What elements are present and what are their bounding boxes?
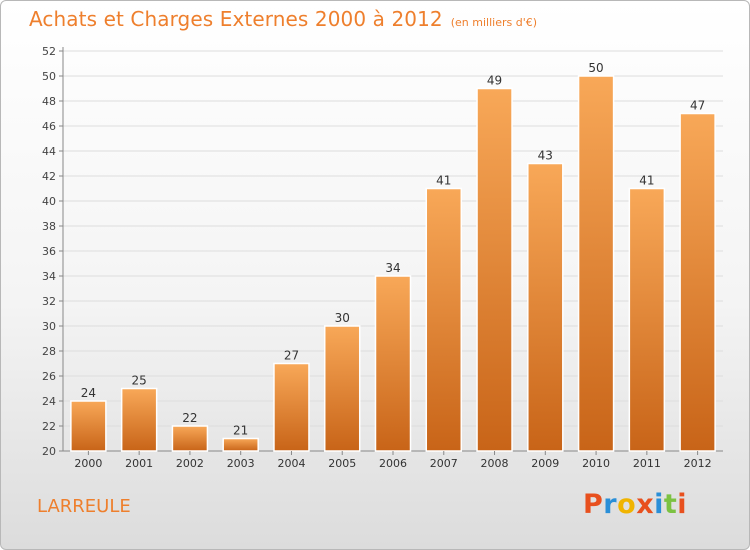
y-tick-label: 42 xyxy=(42,170,56,183)
bar-2004 xyxy=(273,362,310,452)
x-tick-label-2000: 2000 xyxy=(74,457,102,470)
chart-unit: (en milliers d'€) xyxy=(450,16,538,29)
data-label-2004: 27 xyxy=(284,349,299,363)
y-tick-label: 30 xyxy=(42,320,56,333)
bar-2005 xyxy=(323,325,361,452)
y-tick-label: 52 xyxy=(42,45,56,58)
x-tick-label-2008: 2008 xyxy=(481,457,509,470)
y-tick-label: 32 xyxy=(42,295,56,308)
logo-letter: r xyxy=(603,489,618,520)
bar-2012 xyxy=(679,112,716,452)
x-tick-label-2011: 2011 xyxy=(633,457,661,470)
bar-2007 xyxy=(425,187,463,452)
x-tick-label-2001: 2001 xyxy=(125,457,153,470)
data-label-2003: 21 xyxy=(233,424,248,438)
data-label-2005: 30 xyxy=(335,311,350,325)
y-tick-label: 24 xyxy=(42,395,56,408)
data-label-2011: 41 xyxy=(639,174,654,188)
data-label-2007: 41 xyxy=(436,174,451,188)
logo-letter: i xyxy=(677,489,688,520)
y-tick-label: 50 xyxy=(42,70,56,83)
bar-2000 xyxy=(70,400,107,452)
x-tick-label-2003: 2003 xyxy=(227,457,255,470)
data-label-2012: 47 xyxy=(690,99,705,113)
bar-2008 xyxy=(476,87,513,452)
y-tick-label: 46 xyxy=(42,120,56,133)
data-label-2001: 25 xyxy=(132,374,147,388)
x-tick-label-2012: 2012 xyxy=(684,457,712,470)
data-labels: 24 25 22 21 27 30 34 41 49 43 50 41 47 xyxy=(81,61,706,438)
bar-2003 xyxy=(222,437,259,452)
data-label-2009: 43 xyxy=(538,149,553,163)
chart-title: Achats et Charges Externes 2000 à 2012 xyxy=(29,7,443,31)
logo-letter: o xyxy=(617,489,637,520)
y-tick-label: 26 xyxy=(42,370,56,383)
bar-2002 xyxy=(171,425,209,452)
x-tick-label-2005: 2005 xyxy=(328,457,356,470)
logo-letter: P xyxy=(583,489,604,520)
y-tick-label: 48 xyxy=(42,95,56,108)
y-tick-label: 44 xyxy=(42,145,56,158)
data-label-2008: 49 xyxy=(487,74,502,88)
logo-letter: x xyxy=(636,489,655,520)
logo-letter: i xyxy=(654,489,664,520)
y-tick-label: 22 xyxy=(42,420,56,433)
bar-2009 xyxy=(527,162,564,452)
x-tick-label-2006: 2006 xyxy=(379,457,407,470)
data-label-2002: 22 xyxy=(182,411,197,425)
data-label-2000: 24 xyxy=(81,386,96,400)
x-tick-label-2007: 2007 xyxy=(430,457,458,470)
x-tick-label-2002: 2002 xyxy=(176,457,204,470)
x-tick-label-2004: 2004 xyxy=(277,457,305,470)
data-label-2010: 50 xyxy=(588,61,603,75)
y-tick-label: 40 xyxy=(42,195,56,208)
bar-2001 xyxy=(120,387,158,452)
bars xyxy=(70,75,716,452)
title-row: Achats et Charges Externes 2000 à 2012 (e… xyxy=(29,7,537,31)
y-tick-label: 36 xyxy=(42,245,56,258)
y-tick-label: 20 xyxy=(42,445,56,458)
x-tick-label-2009: 2009 xyxy=(531,457,559,470)
y-tick-label: 34 xyxy=(42,270,56,283)
x-tick-labels: 2000 2001 2002 2003 2004 2005 2006 2007 2008 2009… xyxy=(74,451,712,470)
x-tick-label-2010: 2010 xyxy=(582,457,610,470)
bar-2010 xyxy=(577,75,615,452)
bar-2011 xyxy=(628,187,666,452)
y-tick-labels: 20 22 24 26 28 30 32 34 36 38 40 42 44 46 48 50 52 xyxy=(42,45,56,458)
logo-letter: t xyxy=(663,489,678,520)
y-tick-label: 28 xyxy=(42,345,56,358)
proxiti-logo: Proxiti xyxy=(583,489,687,520)
y-tick-label: 38 xyxy=(42,220,56,233)
data-label-2006: 34 xyxy=(385,261,400,275)
bar-2006 xyxy=(374,275,412,452)
commune-name: LARREULE xyxy=(37,496,131,517)
